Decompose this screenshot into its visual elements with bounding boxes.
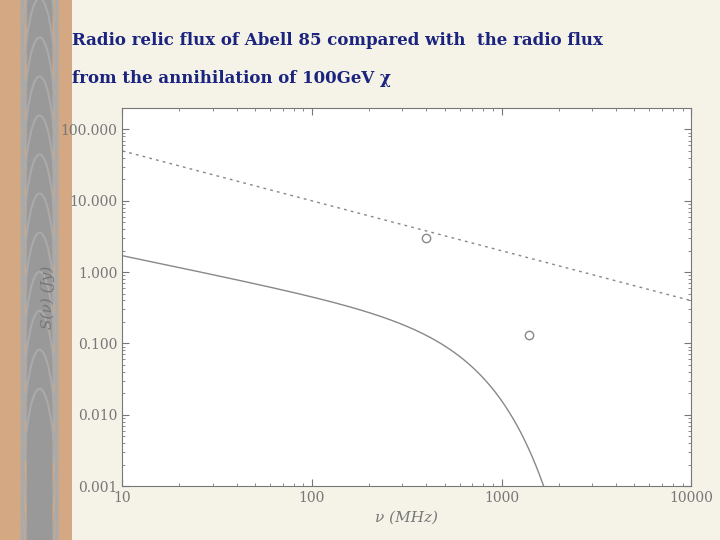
Circle shape [27,427,53,540]
Circle shape [27,231,53,426]
Circle shape [27,114,53,309]
Y-axis label: S(ν) (Jy): S(ν) (Jy) [41,265,55,329]
Circle shape [27,348,53,540]
Circle shape [27,388,53,540]
Text: from the annihilation of 100GeV χ: from the annihilation of 100GeV χ [72,70,391,87]
Circle shape [27,0,53,113]
Circle shape [27,309,53,504]
X-axis label: ν (MHz): ν (MHz) [375,510,438,524]
Circle shape [27,36,53,231]
Circle shape [27,75,53,269]
Circle shape [27,0,53,152]
Circle shape [27,0,53,192]
Circle shape [27,271,53,465]
Text: Radio relic flux of Abell 85 compared with  the radio flux: Radio relic flux of Abell 85 compared wi… [72,32,603,49]
Circle shape [27,153,53,348]
Circle shape [27,192,53,387]
